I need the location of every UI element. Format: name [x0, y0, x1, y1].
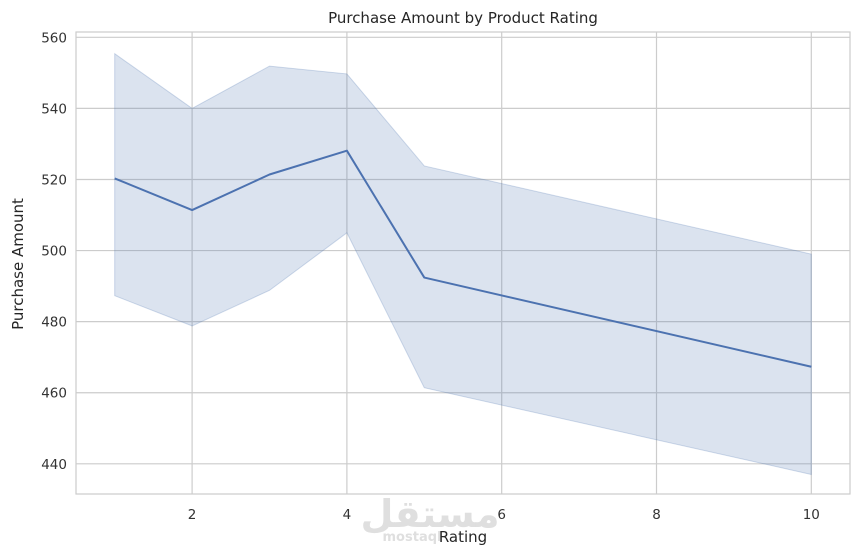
- y-axis-ticks: 440 460 480 500 520 540 560: [41, 30, 67, 472]
- y-tick-label: 440: [41, 457, 67, 473]
- x-tick-label: 6: [497, 507, 506, 523]
- chart-title: Purchase Amount by Product Rating: [328, 9, 598, 27]
- x-axis-label: Rating: [439, 528, 487, 546]
- series-line-layer: [114, 149, 812, 368]
- y-tick-label: 560: [41, 30, 67, 46]
- y-tick-label: 480: [41, 315, 67, 331]
- x-tick-label: 4: [343, 507, 352, 523]
- x-tick-label: 10: [803, 507, 820, 523]
- grid-lines: [76, 32, 850, 494]
- y-tick-label: 460: [41, 386, 67, 402]
- confidence-band-layer: [114, 52, 812, 476]
- axes-frame: [75, 31, 851, 495]
- watermark-arabic: مستقل: [361, 492, 500, 536]
- y-axis-label: Purchase Amount: [9, 198, 27, 330]
- x-tick-label: 2: [188, 507, 197, 523]
- watermark-latin: mostaql: [383, 530, 442, 545]
- confidence-band: [114, 52, 812, 476]
- series-line: [114, 149, 812, 368]
- x-tick-label: 8: [652, 507, 661, 523]
- y-tick-label: 500: [41, 244, 67, 260]
- y-tick-label: 520: [41, 172, 67, 188]
- y-tick-label: 540: [41, 101, 67, 117]
- x-axis-ticks: 2 4 6 8 10: [188, 507, 820, 523]
- plot-frame: [75, 31, 851, 495]
- watermark: مستقل mostaql: [361, 492, 500, 545]
